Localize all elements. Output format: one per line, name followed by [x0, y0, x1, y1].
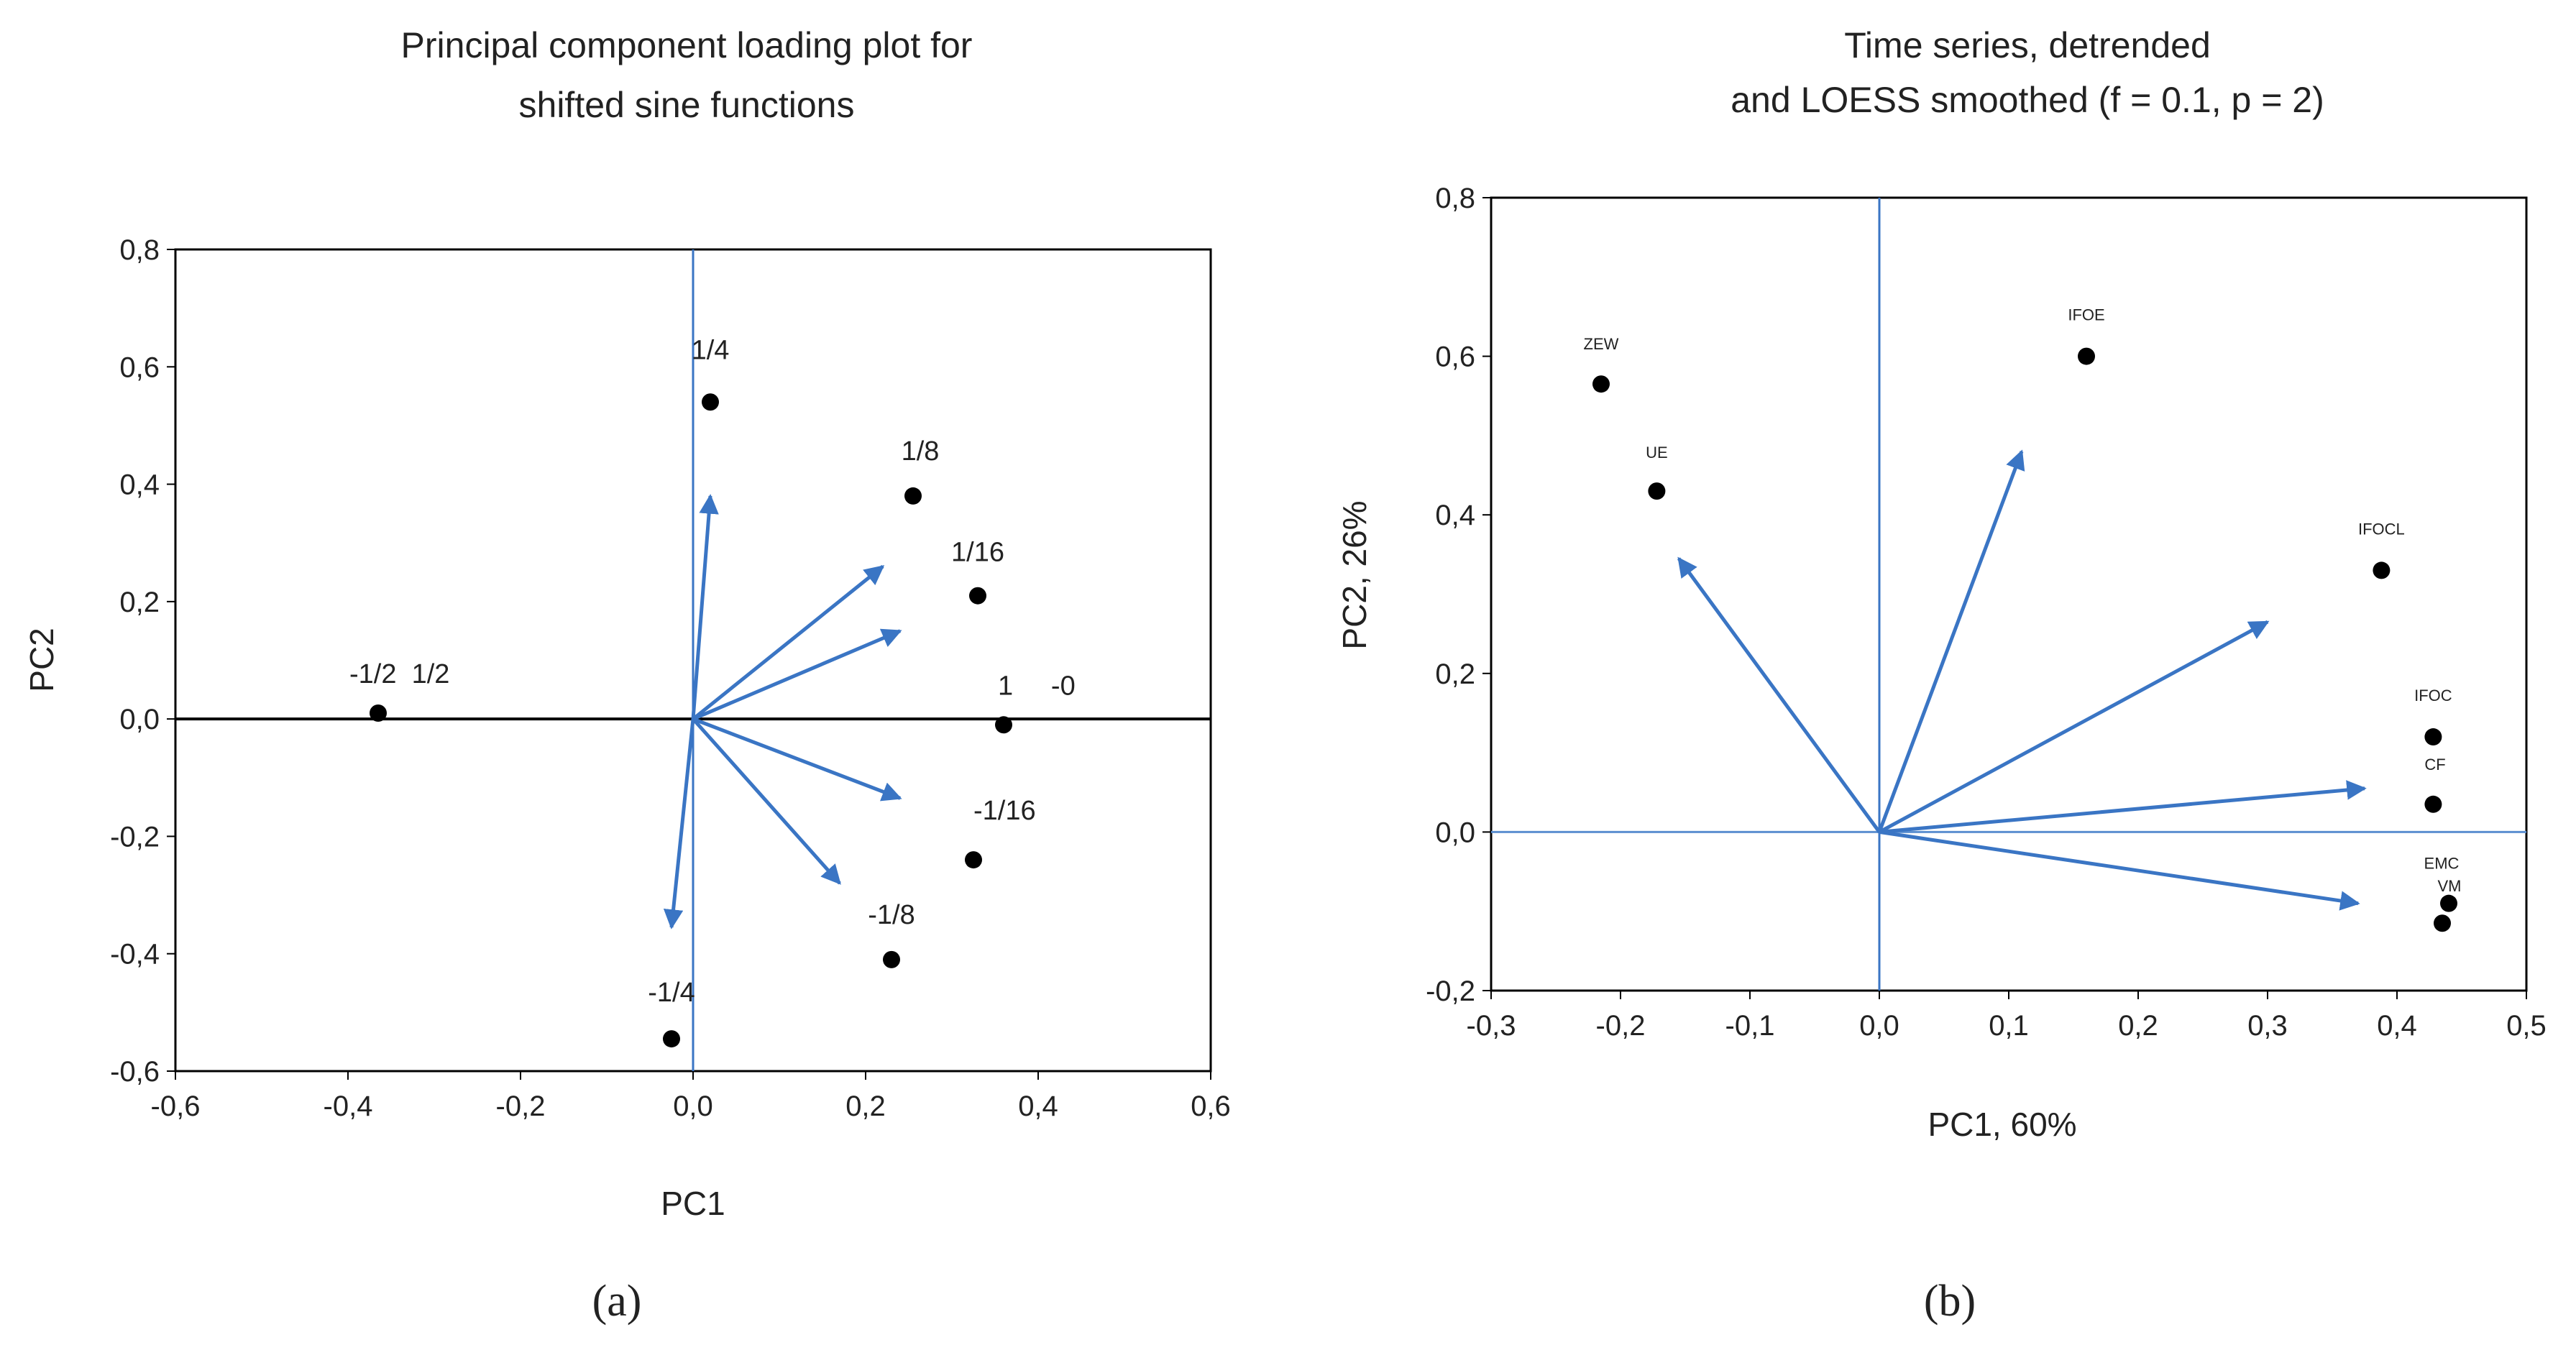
- chart-b-y-tick-label: 0,2: [1435, 658, 1475, 690]
- chart-b-x-tick-label: -0,2: [1596, 1010, 1646, 1042]
- chart-b-x-tick-label: 0,2: [2118, 1010, 2158, 1042]
- chart-panel-b: Time series, detrended and LOESS smoothe…: [1336, 25, 2547, 1326]
- chart-b-data-point: [2373, 561, 2391, 579]
- chart-a-y-tick-label: 0,6: [119, 352, 160, 383]
- chart-a-loading-arrow: [663, 718, 695, 929]
- chart-b-y-tick-label: 0,4: [1435, 500, 1475, 531]
- chart-a-y-tick-label: -0,4: [110, 939, 160, 970]
- chart-a-x-tick-label: 0,4: [1018, 1091, 1058, 1122]
- chart-panel-a: Principal component loading plot for shi…: [23, 25, 1231, 1326]
- chart-a-data-point: [702, 393, 719, 411]
- chart-b-loading-arrow: [1879, 780, 2367, 834]
- chart-b-point-label: ZEW: [1584, 335, 1619, 353]
- chart-a-y-tick-label: -0,2: [110, 821, 160, 853]
- chart-b-y-tick-label: 0,0: [1435, 817, 1475, 848]
- chart-a-caption: (a): [592, 1277, 642, 1326]
- chart-a-data-point: [370, 704, 387, 722]
- chart-a-y-axis-label: PC2: [23, 628, 60, 692]
- chart-b-x-tick-label: 0,4: [2377, 1010, 2417, 1042]
- chart-a-y-tick-label: -0,6: [110, 1056, 160, 1088]
- chart-b-data-point: [2440, 894, 2457, 912]
- chart-a-loading-arrow: [692, 717, 902, 802]
- chart-b-title-line-2: and LOESS smoothed (f = 0.1, p = 2): [1731, 80, 2324, 120]
- chart-a-y-tick-label: 0,8: [119, 234, 160, 266]
- chart-b-y-tick-label: 0,6: [1435, 341, 1475, 373]
- chart-a-y-tick-label: 0,2: [119, 587, 160, 618]
- chart-a-loading-arrow: [692, 564, 885, 721]
- chart-b-x-tick-label: -0,1: [1725, 1010, 1775, 1042]
- chart-b-plot-frame: [1490, 196, 2528, 992]
- chart-a-x-tick-label: 0,2: [845, 1091, 886, 1122]
- chart-a-title-line-1: Principal component loading plot for: [401, 25, 973, 65]
- chart-a-title-line-2: shifted sine functions: [519, 85, 855, 125]
- chart-a-loading-arrow: [691, 494, 719, 720]
- chart-a-y-tick-label: 0,4: [119, 469, 160, 501]
- chart-b-title-line-1: Time series, detrended: [1844, 25, 2211, 65]
- chart-b-x-tick-label: 0,0: [1859, 1010, 1899, 1042]
- chart-a-point-label: -1/16: [973, 796, 1036, 826]
- chart-a-data-point: [965, 851, 982, 869]
- chart-a-data-point: [663, 1030, 680, 1048]
- chart-b-y-tick-label: -0,2: [1426, 976, 1475, 1007]
- chart-a-data-point: [904, 487, 922, 505]
- chart-b-loading-arrow: [1877, 449, 2025, 833]
- chart-b-x-axis-label: PC1, 60%: [1928, 1106, 2076, 1143]
- chart-a-data-point: [883, 950, 900, 968]
- chart-b-point-label: VM: [2438, 877, 2462, 895]
- chart-a-data-point: [995, 716, 1012, 734]
- chart-b-data-point: [1648, 482, 1666, 500]
- chart-b-x-tick-label: 0,3: [2247, 1010, 2288, 1042]
- chart-b-data-point: [2424, 728, 2442, 746]
- chart-b-data-point: [2424, 795, 2442, 813]
- chart-b-point-label: IFOC: [2414, 687, 2452, 704]
- chart-a-x-tick-label: -0,6: [151, 1091, 201, 1122]
- chart-a-data-point: [969, 587, 986, 605]
- chart-a-x-tick-label: 0,0: [673, 1091, 713, 1122]
- chart-b-loading-arrow: [1879, 830, 2360, 911]
- chart-b-data-point: [2078, 347, 2095, 365]
- chart-a-x-tick-label: 0,6: [1191, 1091, 1231, 1122]
- chart-a-x-axis-label: PC1: [661, 1185, 725, 1222]
- chart-b-point-label: IFOCL: [2358, 520, 2405, 538]
- chart-a-loading-arrow: [692, 717, 841, 885]
- chart-a-point-label: -1/8: [868, 900, 915, 930]
- chart-b-point-label: UE: [1646, 444, 1668, 462]
- chart-b-caption: (b): [1924, 1277, 1976, 1326]
- chart-b-loading-arrow: [1878, 620, 2270, 834]
- chart-b-point-label: IFOE: [2068, 306, 2104, 324]
- chart-b-data-point: [2434, 914, 2451, 932]
- chart-a-point-label: 1 -0: [998, 671, 1076, 701]
- chart-b-x-tick-label: -0,3: [1467, 1010, 1516, 1042]
- chart-b-loading-arrow: [1677, 556, 1881, 833]
- chart-b-point-label: CF: [2424, 756, 2445, 774]
- chart-a-point-label: -1/2 1/2: [349, 659, 449, 689]
- chart-a-y-tick-label: 0,0: [119, 704, 160, 735]
- chart-b-y-tick-label: 0,8: [1435, 183, 1475, 214]
- chart-b-point-label: EMC: [2424, 855, 2460, 873]
- chart-a-point-label: 1/8: [902, 436, 940, 467]
- chart-a-point-label: 1/4: [692, 335, 730, 365]
- chart-b-data-point: [1592, 375, 1610, 393]
- chart-a-point-label: 1/16: [951, 538, 1004, 568]
- chart-a-x-tick-label: -0,4: [324, 1091, 373, 1122]
- chart-b-x-tick-label: 0,1: [1989, 1010, 2029, 1042]
- chart-a-loading-arrow: [692, 628, 902, 721]
- chart-b-y-axis-label: PC2, 26%: [1336, 500, 1373, 649]
- chart-a-x-tick-label: -0,2: [496, 1091, 546, 1122]
- chart-a-point-label: -1/4: [648, 978, 695, 1008]
- chart-b-x-tick-label: 0,5: [2506, 1010, 2547, 1042]
